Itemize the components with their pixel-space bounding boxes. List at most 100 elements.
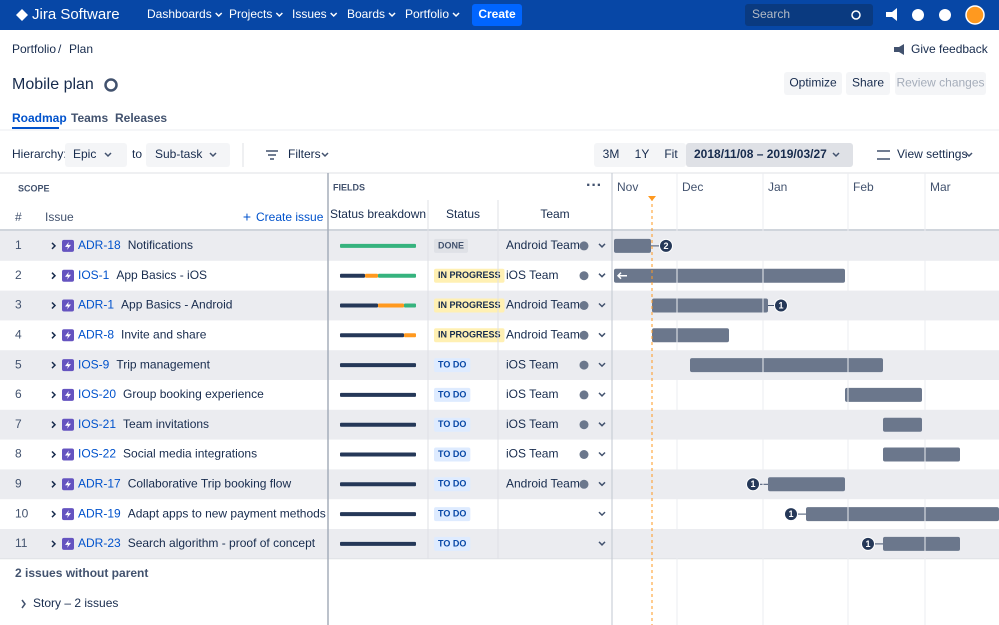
expand-chevron[interactable] — [51, 421, 57, 429]
team-chevron[interactable] — [598, 362, 606, 368]
dependency-badge[interactable] — [746, 477, 760, 492]
date-chevron[interactable] — [832, 152, 840, 158]
team-chevron[interactable] — [598, 511, 606, 517]
expand-chevron[interactable] — [51, 391, 57, 399]
dependency-badge[interactable] — [861, 536, 875, 551]
clear-team[interactable] — [579, 330, 589, 340]
date-range[interactable]: 2018/11/08 – 2019/03/27 — [694, 147, 827, 161]
create-button[interactable] — [472, 4, 522, 26]
hierarchy-from-value[interactable]: Epic — [73, 147, 96, 161]
team-chevron[interactable] — [598, 302, 606, 308]
gantt-bar[interactable] — [845, 387, 922, 402]
gantt-bar[interactable] — [614, 268, 845, 283]
gantt-bar[interactable] — [883, 536, 960, 551]
issue-key[interactable]: ADR-19 — [78, 506, 121, 520]
gantt-bar[interactable] — [652, 328, 729, 343]
story-chevron[interactable] — [21, 599, 26, 609]
gantt-bar[interactable] — [883, 447, 960, 462]
issue-summary[interactable]: App Basics - iOS — [116, 268, 207, 282]
issue-key[interactable]: IOS-20 — [78, 387, 116, 401]
issue-key[interactable]: IOS-1 — [78, 268, 110, 282]
expand-chevron[interactable] — [51, 450, 57, 459]
dependency-badge[interactable] — [784, 507, 798, 522]
settings-icon[interactable] — [939, 9, 951, 21]
select-chevron[interactable] — [209, 152, 217, 158]
more-menu[interactable]: ··· — [586, 177, 602, 194]
breadcrumb[interactable]: Portfolio — [12, 42, 56, 56]
team-chevron[interactable] — [598, 332, 606, 338]
clear-team[interactable] — [579, 271, 589, 281]
issue-key[interactable]: ADR-18 — [78, 238, 121, 252]
expand-chevron[interactable] — [51, 540, 57, 548]
create-issue-plus[interactable]: + — [243, 209, 251, 225]
issue-summary[interactable]: Collaborative Trip booking flow — [128, 476, 292, 490]
create-issue[interactable]: Create issue — [256, 210, 324, 224]
issue-summary[interactable]: Adapt apps to new payment methods — [128, 506, 326, 520]
tab[interactable]: Releases — [115, 111, 167, 125]
action-label[interactable]: Optimize — [789, 76, 837, 90]
issue-key[interactable]: ADR-17 — [78, 476, 121, 490]
issue-summary[interactable]: App Basics - Android — [121, 298, 232, 312]
story-group[interactable]: Story – 2 issues — [33, 596, 118, 610]
announce-icon[interactable] — [886, 8, 897, 21]
tab[interactable]: Roadmap — [12, 111, 67, 125]
gantt-bar[interactable] — [806, 507, 999, 522]
hierarchy-to-select[interactable] — [146, 143, 230, 167]
hierarchy-from[interactable] — [65, 143, 127, 167]
hierarchy-to-value[interactable]: Sub-task — [155, 147, 203, 161]
view-settings[interactable]: View settings — [897, 147, 967, 161]
issue-summary[interactable]: Trip management — [116, 357, 210, 371]
range-option[interactable]: Fit — [664, 147, 678, 161]
issue-summary[interactable]: Group booking experience — [123, 387, 264, 401]
plan-settings[interactable] — [104, 78, 118, 92]
nav-menu[interactable]: Issues — [292, 7, 327, 21]
avatar[interactable] — [965, 5, 985, 25]
clear-team[interactable] — [579, 450, 589, 459]
nav-menu[interactable]: Projects — [229, 7, 272, 21]
team-chevron[interactable] — [598, 422, 606, 427]
clear-team[interactable] — [579, 360, 589, 370]
issue-key[interactable]: IOS-21 — [78, 417, 116, 431]
issue-summary[interactable]: Notifications — [128, 238, 193, 252]
team-chevron[interactable] — [598, 481, 606, 487]
expand-chevron[interactable] — [51, 301, 57, 310]
action-label[interactable]: Share — [852, 76, 884, 90]
nav-menu[interactable]: Dashboards — [147, 7, 212, 21]
team-chevron[interactable] — [598, 541, 606, 546]
action-button[interactable] — [846, 72, 890, 95]
expand-chevron[interactable] — [51, 331, 57, 339]
select-chevron[interactable] — [104, 152, 112, 158]
expand-chevron[interactable] — [51, 361, 57, 369]
logo[interactable]: Jira Software — [32, 6, 120, 23]
issue-summary[interactable]: Social media integrations — [123, 447, 257, 461]
issue-summary[interactable]: Search algorithm - proof of concept — [128, 536, 316, 550]
expand-chevron[interactable] — [51, 480, 57, 488]
team-chevron[interactable] — [598, 273, 606, 278]
clear-team[interactable] — [579, 479, 589, 489]
gantt-bar[interactable] — [883, 417, 922, 432]
gantt-bar[interactable] — [614, 238, 651, 253]
issue-key[interactable]: ADR-1 — [78, 298, 114, 312]
team-chevron[interactable] — [598, 392, 606, 397]
clear-team[interactable] — [579, 420, 589, 430]
tab[interactable]: Teams — [71, 111, 108, 125]
range-option[interactable]: 1Y — [635, 147, 650, 161]
search-box[interactable] — [745, 4, 873, 26]
gantt-bar[interactable] — [652, 298, 768, 313]
range-option[interactable]: 3M — [603, 147, 620, 161]
nav-menu[interactable]: Portfolio — [405, 7, 449, 21]
team-chevron[interactable] — [598, 451, 606, 457]
feedback[interactable]: Give feedback — [911, 42, 989, 56]
issue-key[interactable]: IOS-9 — [78, 357, 110, 371]
date-range-box[interactable] — [686, 143, 853, 167]
view-chevron[interactable] — [965, 152, 973, 158]
team-chevron[interactable] — [598, 243, 606, 248]
expand-chevron[interactable] — [51, 242, 57, 250]
gantt-bar[interactable] — [768, 477, 845, 492]
filters[interactable]: Filters — [288, 147, 321, 161]
nav-menu[interactable]: Boards — [347, 7, 385, 21]
issue-key[interactable]: ADR-8 — [78, 327, 114, 341]
filter-chevron[interactable] — [321, 152, 329, 158]
help-icon[interactable] — [912, 9, 924, 21]
action-button[interactable] — [784, 72, 842, 95]
